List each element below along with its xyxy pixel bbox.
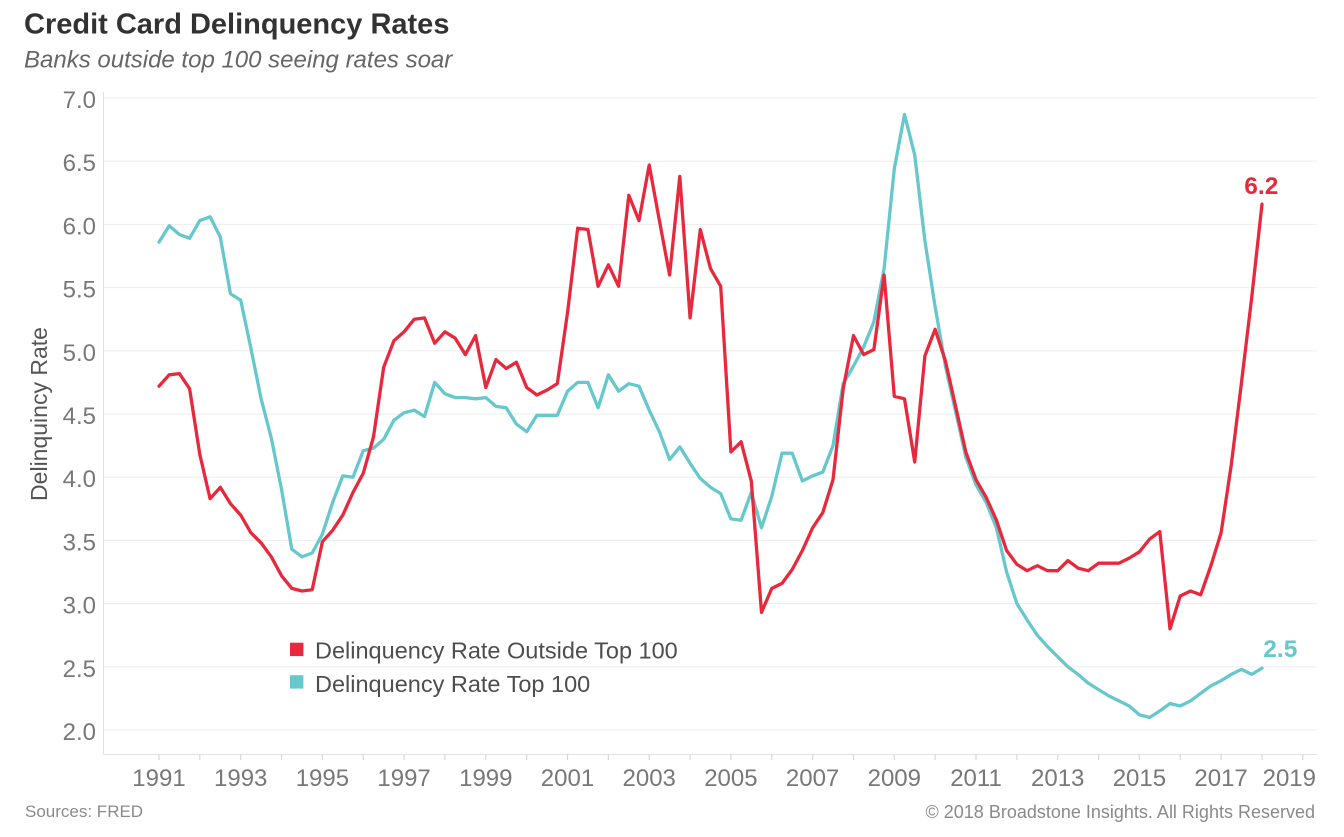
svg-text:2009: 2009: [868, 765, 921, 792]
svg-text:4.0: 4.0: [63, 466, 96, 493]
svg-text:2017: 2017: [1194, 765, 1247, 792]
svg-text:1999: 1999: [459, 765, 512, 792]
svg-text:© 2018 Broadstone Insights. Al: © 2018 Broadstone Insights. All Rights R…: [926, 802, 1315, 822]
svg-text:6.2: 6.2: [1244, 173, 1278, 200]
svg-text:5.0: 5.0: [63, 340, 96, 367]
svg-text:2019: 2019: [1263, 765, 1316, 792]
svg-text:3.5: 3.5: [63, 529, 96, 556]
svg-text:2.5: 2.5: [63, 656, 96, 683]
svg-text:2015: 2015: [1113, 765, 1166, 792]
svg-text:Sources: FRED: Sources: FRED: [25, 802, 143, 821]
svg-text:7.0: 7.0: [63, 87, 96, 114]
svg-text:Banks outside top 100 seeing r: Banks outside top 100 seeing rates soar: [24, 47, 453, 74]
svg-text:4.5: 4.5: [63, 403, 96, 430]
svg-text:2.5: 2.5: [1263, 636, 1297, 663]
svg-text:Delinquincy Rate: Delinquincy Rate: [26, 327, 52, 501]
svg-text:Delinquency Rate Outside Top 1: Delinquency Rate Outside Top 100: [315, 638, 678, 664]
svg-text:2005: 2005: [704, 765, 757, 792]
svg-text:3.0: 3.0: [63, 593, 96, 620]
svg-text:2007: 2007: [786, 765, 839, 792]
svg-text:6.5: 6.5: [63, 150, 96, 177]
svg-text:2013: 2013: [1031, 765, 1084, 792]
svg-text:2001: 2001: [541, 765, 594, 792]
svg-text:Credit Card Delinquency Rates: Credit Card Delinquency Rates: [24, 9, 449, 41]
svg-text:Delinquency Rate Top 100: Delinquency Rate Top 100: [315, 671, 590, 697]
svg-text:1991: 1991: [132, 765, 185, 792]
svg-text:1993: 1993: [214, 765, 267, 792]
svg-text:2.0: 2.0: [63, 719, 96, 746]
svg-text:2003: 2003: [623, 765, 676, 792]
svg-text:1995: 1995: [296, 765, 349, 792]
svg-text:6.0: 6.0: [63, 213, 96, 240]
svg-text:5.5: 5.5: [63, 277, 96, 304]
svg-text:1997: 1997: [377, 765, 430, 792]
svg-text:2011: 2011: [950, 765, 1002, 792]
